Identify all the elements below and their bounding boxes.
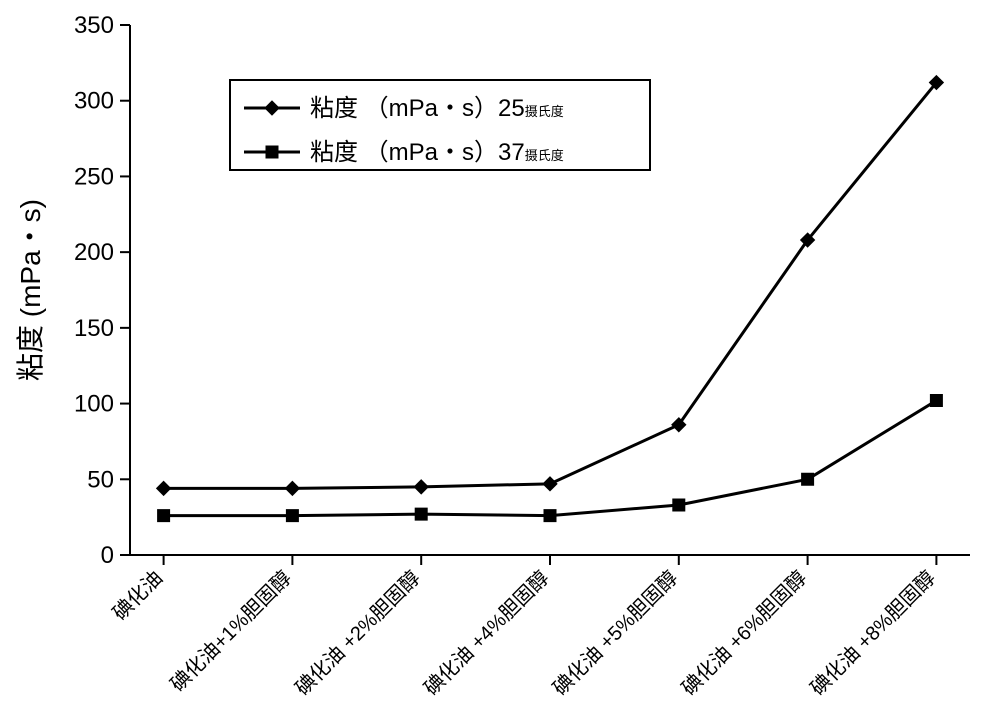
viscosity-line-chart: 050100150200250300350粘度 (mPa・s)碘化油碘化油+1%…: [0, 0, 1000, 725]
series-marker-1: [544, 510, 556, 522]
series-marker-1: [802, 473, 814, 485]
series-marker-1: [673, 499, 685, 511]
series-marker-1: [158, 510, 170, 522]
y-tick-label: 200: [74, 239, 114, 266]
y-tick-label: 350: [74, 12, 114, 39]
y-tick-label: 0: [101, 542, 114, 569]
y-tick-label: 250: [74, 163, 114, 190]
y-axis-label: 粘度 (mPa・s): [15, 199, 46, 381]
legend-sample-marker: [266, 146, 278, 158]
y-tick-label: 50: [87, 466, 114, 493]
y-tick-label: 150: [74, 315, 114, 342]
series-marker-1: [930, 395, 942, 407]
series-marker-1: [286, 510, 298, 522]
y-tick-label: 300: [74, 88, 114, 115]
y-tick-label: 100: [74, 391, 114, 418]
series-marker-1: [415, 508, 427, 520]
